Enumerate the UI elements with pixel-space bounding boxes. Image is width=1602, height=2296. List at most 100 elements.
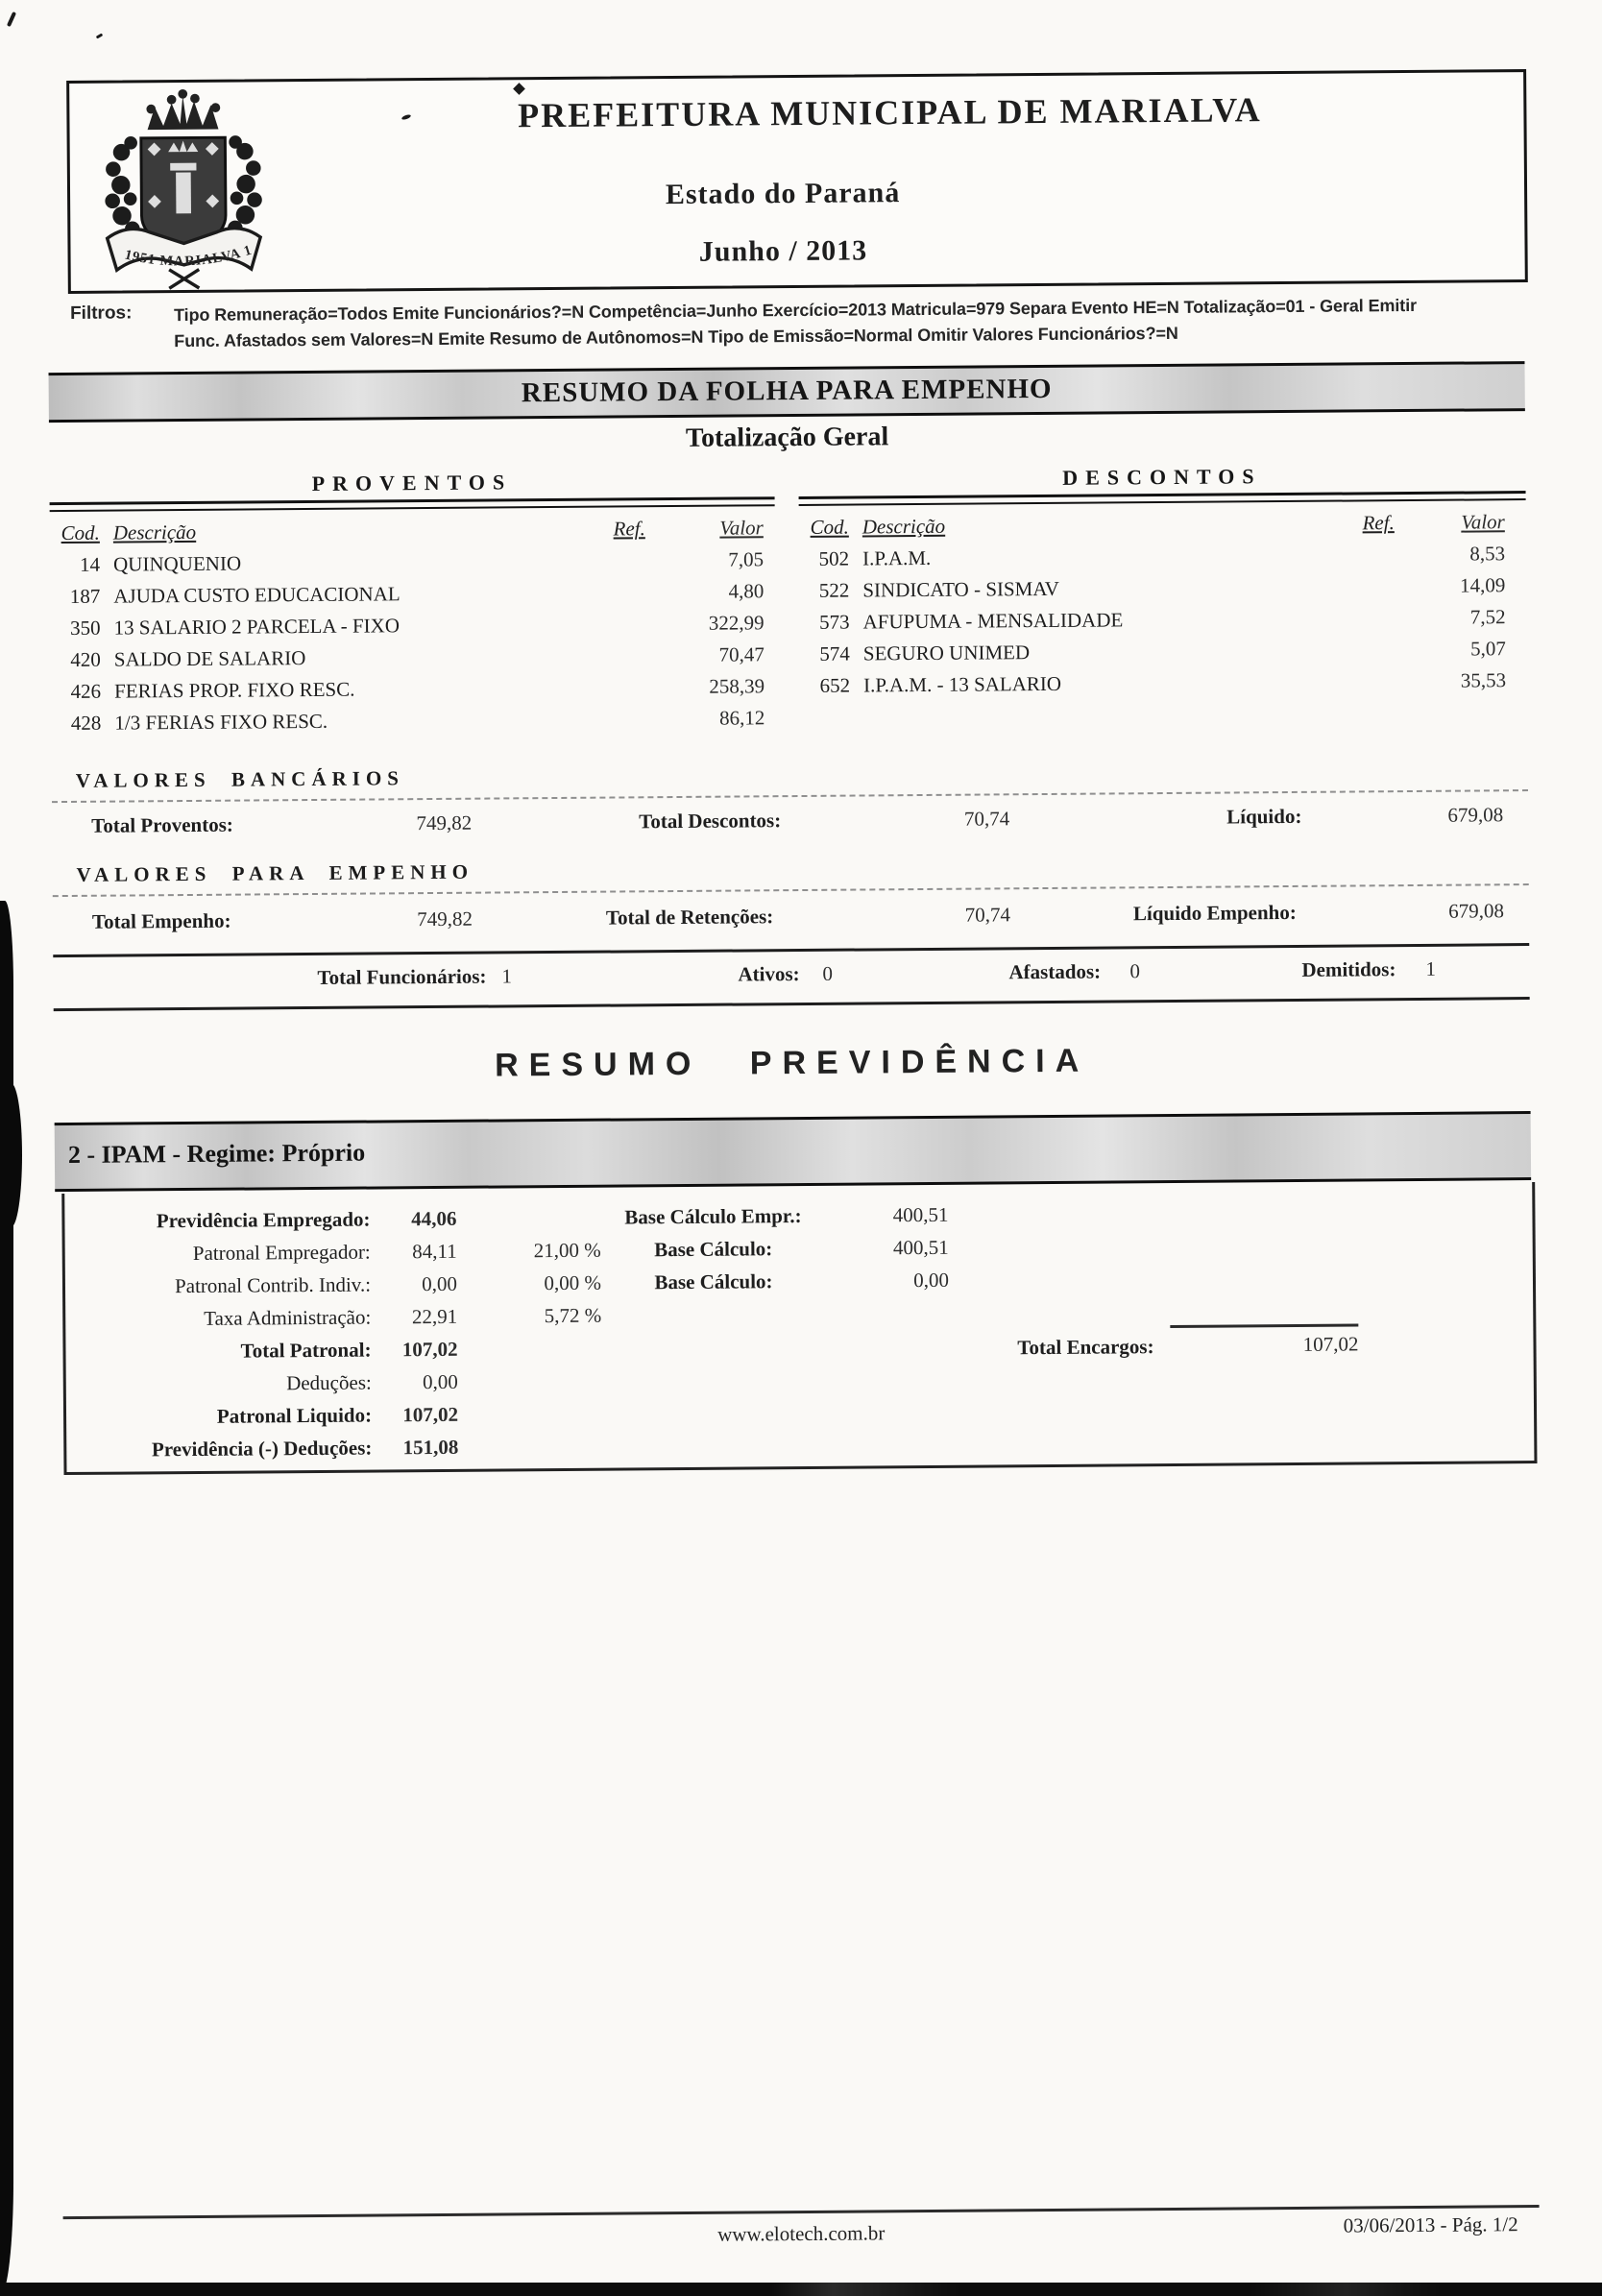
row-valor: 70,47	[718, 642, 765, 666]
col-header-ref: Ref.	[1362, 511, 1395, 535]
ativos-value: 0	[822, 961, 834, 985]
row-cod: 522	[818, 578, 850, 602]
earnings-deductions-tables: PROVENTOS Cod. Descrição Ref. Valor 14 Q…	[49, 462, 1527, 739]
report-header: 1951 MARIALVA 1953 PREFEITURA MUNICIPAL …	[66, 69, 1528, 294]
resumo-previdencia-title: RESUMO PREVIDÊNCIA	[495, 1042, 1090, 1084]
table-row: 428 1/3 FERIAS FIXO RESC. 86,12	[51, 702, 776, 739]
valores-empenho-title: VALORES PARA EMPENHO	[76, 859, 474, 886]
row-desc: FERIAS PROP. FIXO RESC.	[114, 677, 355, 703]
row-desc: SINDICATO - SISMAV	[862, 576, 1060, 602]
base-value: 400,51	[892, 1235, 949, 1260]
prev-label: Previdência (-) Deduções:	[151, 1436, 373, 1462]
row-desc: I.P.A.M. - 13 SALARIO	[862, 671, 1062, 697]
base-value: 0,00	[913, 1268, 950, 1293]
row-cod: 420	[70, 647, 101, 671]
scan-edge-artifact-bottom	[0, 2283, 1602, 2296]
ativos-label: Ativos:	[738, 962, 800, 986]
total-empenho-label: Total Empenho:	[91, 908, 231, 933]
afastados-value: 0	[1129, 959, 1141, 983]
ipam-regime-band: 2 - IPAM - Regime: Próprio	[54, 1111, 1532, 1193]
prev-value: 84,11	[412, 1239, 457, 1264]
period-label: Junho / 2013	[698, 234, 868, 268]
state-subtitle: Estado do Paraná	[665, 177, 901, 211]
prev-value: 151,08	[402, 1435, 459, 1460]
table-row: 652 I.P.A.M. - 13 SALARIO 35,53	[800, 665, 1527, 702]
prev-percent: 5,72 %	[544, 1303, 602, 1328]
total-funcionarios-value: 1	[501, 964, 513, 988]
row-cod: 350	[70, 616, 101, 640]
base-label: Base Cálculo:	[654, 1237, 773, 1262]
row-desc: 13 SALARIO 2 PARCELA - FIXO	[113, 614, 400, 640]
valores-empenho-row: Total Empenho: 749,82 Total de Retenções…	[0, 898, 1602, 939]
retencoes-value: 70,74	[964, 903, 1011, 927]
prev-value: 107,02	[401, 1337, 458, 1362]
afastados-label: Afastados:	[1008, 959, 1102, 984]
base-label: Base Cálculo:	[654, 1269, 773, 1294]
prev-value: 0,00	[422, 1271, 458, 1296]
prev-percent: 21,00 %	[533, 1238, 601, 1263]
prev-value: 0,00	[422, 1369, 458, 1394]
row-cod: 187	[69, 584, 101, 608]
col-header-descricao: Descrição	[112, 520, 197, 544]
total-empenho-value: 749,82	[417, 906, 473, 931]
prev-value: 107,02	[402, 1402, 459, 1427]
prev-value: 22,91	[411, 1304, 458, 1329]
report-band-title: RESUMO DA FOLHA PARA EMPENHO	[48, 361, 1525, 423]
demitidos-label: Demitidos:	[1301, 957, 1396, 981]
total-proventos-label: Total Proventos:	[91, 812, 233, 837]
total-descontos-value: 70,74	[963, 807, 1010, 831]
liquido-label: Líquido:	[1226, 804, 1302, 829]
base-label: Base Cálculo Empr.:	[624, 1204, 802, 1229]
row-valor: 4,80	[728, 579, 765, 603]
row-cod: 573	[818, 610, 850, 634]
col-header-cod: Cod.	[61, 520, 100, 545]
valores-bancarios-row: Total Proventos: 749,82 Total Descontos:…	[0, 802, 1601, 843]
prev-label: Patronal Contrib. Indiv.:	[174, 1272, 372, 1298]
filters-label: Filtros:	[69, 302, 133, 324]
row-desc: AJUDA CUSTO EDUCACIONAL	[113, 582, 400, 608]
total-encargos-label: Total Encargos:	[1017, 1335, 1154, 1360]
row-valor: 86,12	[719, 706, 765, 730]
filters-text: Tipo Remuneração=Todos Emite Funcionário…	[174, 292, 1538, 354]
row-valor: 258,39	[709, 674, 765, 698]
footer-date-page: 03/06/2013 - Pág. 1/2	[1343, 2212, 1518, 2237]
col-header-descricao: Descrição	[862, 514, 946, 539]
total-encargos-value: 107,02	[1170, 1323, 1359, 1358]
total-funcionarios-label: Total Funcionários:	[317, 964, 487, 989]
scan-edge-artifact-left	[0, 901, 22, 2296]
total-proventos-value: 749,82	[416, 810, 473, 835]
row-valor: 5,07	[1469, 637, 1506, 661]
row-cod: 428	[70, 711, 102, 735]
prev-percent: 0,00 %	[544, 1270, 602, 1295]
row-valor: 7,05	[728, 547, 765, 571]
row-cod: 652	[819, 673, 851, 697]
row-desc: AFUPUMA - MENSALIDADE	[862, 608, 1124, 634]
col-header-cod: Cod.	[810, 515, 849, 539]
col-header-valor: Valor	[719, 516, 764, 540]
prev-value: 44,06	[411, 1206, 457, 1231]
row-desc: 1/3 FERIAS FIXO RESC.	[114, 709, 328, 735]
prev-label: Deduções:	[286, 1370, 372, 1395]
proventos-table: PROVENTOS Cod. Descrição Ref. Valor 14 Q…	[49, 468, 776, 739]
base-value: 400,51	[892, 1202, 949, 1227]
row-valor: 8,53	[1469, 542, 1506, 566]
prev-label: Patronal Liquido:	[216, 1403, 373, 1428]
total-descontos-label: Total Descontos:	[639, 809, 782, 834]
valores-bancarios-title: VALORES BANCÁRIOS	[75, 766, 405, 792]
row-valor: 35,53	[1460, 668, 1507, 692]
row-desc: SALDO DE SALARIO	[113, 646, 306, 671]
funcionarios-row: Total Funcionários: 1 Ativos: 0 Afastado…	[0, 955, 1602, 997]
marialva-coat-of-arms-logo: 1951 MARIALVA 1953	[86, 85, 263, 290]
demitidos-value: 1	[1425, 956, 1437, 980]
row-desc: I.P.A.M.	[862, 545, 932, 570]
prev-label: Patronal Empregador:	[192, 1240, 371, 1265]
row-desc: SEGURO UNIMED	[862, 640, 1031, 665]
row-cod: 502	[818, 546, 850, 570]
row-desc: QUINQUENIO	[112, 551, 242, 576]
report-subtitle: Totalização Geral	[685, 422, 889, 453]
liquido-empenho-value: 679,08	[1448, 899, 1505, 923]
footer-website: www.elotech.com.br	[717, 2221, 886, 2246]
retencoes-label: Total de Retenções:	[605, 905, 774, 930]
